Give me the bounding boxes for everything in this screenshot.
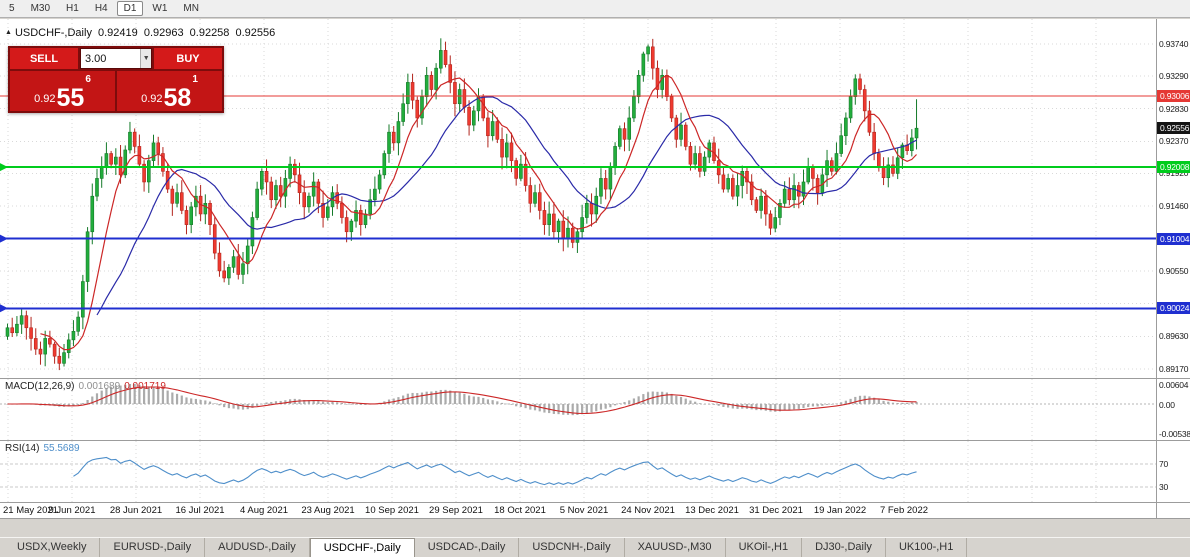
- chart-tab-ukoil-h1[interactable]: UKOil-,H1: [726, 538, 803, 557]
- chart-tab-usdcnh-daily[interactable]: USDCNH-,Daily: [519, 538, 625, 557]
- time-axis-label: 5 Nov 2021: [559, 505, 609, 516]
- chevron-down-icon: ▼: [142, 55, 150, 62]
- panel-separator: [0, 502, 1190, 503]
- panel-separator: [0, 440, 1190, 441]
- timeframe-button-d1[interactable]: D1: [116, 1, 144, 16]
- macd-panel[interactable]: MACD(12,26,9) 0.001689 0.001719: [0, 379, 1156, 440]
- sell-price[interactable]: 0.92 55 6: [10, 71, 115, 111]
- chart-tab-uk100-h1[interactable]: UK100-,H1: [886, 538, 968, 557]
- timeframe-toolbar: 5 M30 H1 H4 D1 W1 MN: [0, 0, 1190, 18]
- macd-main-value: 0.001689: [78, 381, 121, 392]
- price-axis-label: 0.93290: [1159, 71, 1189, 81]
- panel-separator: [0, 378, 1190, 379]
- chart-tab-xauusd-m30[interactable]: XAUUSD-,M30: [625, 538, 726, 557]
- support-line-blue-1-badge: 0.91004: [1157, 232, 1190, 245]
- macd-chart: [0, 379, 1156, 440]
- last-price-badge: 0.92556: [1157, 122, 1190, 135]
- timeframe-button-w1[interactable]: W1: [152, 3, 168, 14]
- price-axis-label: 0.89170: [1159, 364, 1189, 375]
- price-axis[interactable]: 0.93740 0.93290 0.92830 0.92370 0.91920 0.914…: [1156, 19, 1190, 518]
- buy-price-big: 58: [163, 83, 192, 112]
- rsi-panel[interactable]: RSI(14) 55.5689: [0, 441, 1156, 502]
- time-axis-label: 13 Dec 2021: [685, 505, 739, 516]
- sell-price-prefix: 0.92: [34, 93, 56, 105]
- trade-panel-price-row: 0.92 55 6 0.92 58 1: [10, 71, 222, 111]
- buy-button[interactable]: BUY: [154, 48, 222, 69]
- time-axis-label: 29 Sep 2021: [429, 505, 483, 516]
- price-axis-label: 0.90550: [1159, 265, 1189, 276]
- price-axis-label: 0.92370: [1159, 136, 1189, 147]
- macd-name: MACD(12,26,9): [5, 381, 75, 392]
- rsi-chart: [0, 441, 1156, 502]
- sell-price-big: 55: [56, 83, 85, 112]
- time-axis-label: 28 Jun 2021: [109, 505, 163, 516]
- chart-tab-audusd-daily[interactable]: AUDUSD-,Daily: [205, 538, 310, 557]
- lot-size-dropdown[interactable]: ▼: [140, 49, 151, 68]
- chart-tabs-bar: USDX,Weekly EURUSD-,Daily AUDUSD-,Daily USD…: [0, 537, 1190, 557]
- macd-axis-label: 0.00604: [1159, 380, 1189, 390]
- chart-tab-usdcad-daily[interactable]: USDCAD-,Daily: [415, 538, 520, 557]
- ohlc-open: 0.92419: [98, 27, 138, 39]
- price-axis-label: 0.91460: [1159, 201, 1189, 212]
- bottom-strip: [0, 519, 1190, 537]
- chart-ohlc-line: ▲ USDCHF-,Daily 0.92419 0.92963 0.92258 0…: [5, 27, 278, 39]
- timeframe-button-mn[interactable]: MN: [183, 3, 199, 14]
- time-axis-label: 16 Jul 2021: [175, 505, 225, 516]
- chart-symbol-label: USDCHF-,Daily: [14, 27, 92, 39]
- chart-tab-usdchf-daily[interactable]: USDCHF-,Daily: [309, 538, 415, 557]
- buy-price-prefix: 0.92: [141, 93, 163, 105]
- ohlc-high: 0.92963: [143, 27, 184, 39]
- resistance-line-red-badge: 0.93006: [1157, 90, 1190, 103]
- timeframe-button-5[interactable]: 5: [9, 3, 15, 14]
- rsi-name: RSI(14): [5, 443, 40, 454]
- time-axis-label: 7 Feb 2022: [879, 505, 929, 516]
- time-axis-label: 9 Jun 2021: [48, 505, 96, 516]
- rsi-level-label: 30: [1159, 482, 1169, 492]
- panel-separator: [0, 518, 1190, 519]
- lot-size-field: ▼: [80, 48, 152, 69]
- time-axis-label: 31 Dec 2021: [749, 505, 803, 516]
- chart-tab-usdx-weekly[interactable]: USDX,Weekly: [4, 538, 101, 557]
- buy-price-sup: 1: [192, 74, 198, 85]
- price-axis-label: 0.92830: [1159, 103, 1189, 114]
- price-axis-label: 0.91920: [1159, 168, 1189, 179]
- one-click-trading-panel: SELL ▼ BUY 0.92 55 6 0.92 58 1: [8, 46, 224, 113]
- time-axis-label: 23 Aug 2021: [301, 505, 355, 516]
- support-line-blue-2-badge: 0.90024: [1157, 302, 1190, 315]
- time-axis-label: 19 Jan 2022: [813, 505, 867, 516]
- trade-panel-top-row: SELL ▼ BUY: [10, 48, 222, 69]
- rsi-label: RSI(14) 55.5689: [5, 443, 84, 454]
- time-axis-label: 10 Sep 2021: [365, 505, 419, 516]
- chart-tab-dj30-daily[interactable]: DJ30-,Daily: [802, 538, 886, 557]
- lot-size-input[interactable]: [81, 49, 141, 68]
- macd-label: MACD(12,26,9) 0.001689 0.001719: [5, 381, 170, 392]
- timeframe-button-h4[interactable]: H4: [94, 3, 108, 14]
- buy-price[interactable]: 0.92 58 1: [117, 71, 222, 111]
- rsi-value: 55.5689: [43, 443, 80, 454]
- time-axis-label: 21 May 2021: [3, 505, 58, 516]
- time-axis-label: 4 Aug 2021: [239, 505, 289, 516]
- timeframe-button-h1[interactable]: H1: [66, 3, 79, 14]
- main-chart-panel[interactable]: ▲ USDCHF-,Daily 0.92419 0.92963 0.92258 0…: [0, 19, 1156, 378]
- timeframe-button-m30[interactable]: M30: [30, 3, 51, 14]
- macd-axis-label: 0.00: [1159, 400, 1175, 410]
- price-axis-label: 0.89630: [1159, 331, 1189, 342]
- macd-axis-label: -0.00538: [1159, 429, 1190, 439]
- time-axis[interactable]: 21 May 2021 9 Jun 2021 28 Jun 2021 16 Jul 2…: [0, 503, 1156, 518]
- sell-button[interactable]: SELL: [10, 48, 78, 69]
- sell-price-sup: 6: [85, 74, 91, 85]
- chart-tab-eurusd-daily[interactable]: EURUSD-,Daily: [100, 538, 206, 557]
- time-axis-label: 18 Oct 2021: [494, 505, 546, 516]
- macd-signal-value: 0.001719: [124, 381, 166, 392]
- ohlc-close: 0.92556: [235, 27, 276, 39]
- candlestick-chart[interactable]: [0, 19, 1156, 378]
- rsi-level-label: 70: [1159, 459, 1169, 469]
- support-line-green-badge: 0.92008: [1157, 161, 1190, 174]
- price-axis-label: 0.93740: [1159, 39, 1189, 49]
- time-axis-label: 24 Nov 2021: [621, 505, 675, 516]
- ohlc-low: 0.92258: [189, 27, 230, 39]
- chart-symbol-icon: ▲: [5, 29, 12, 36]
